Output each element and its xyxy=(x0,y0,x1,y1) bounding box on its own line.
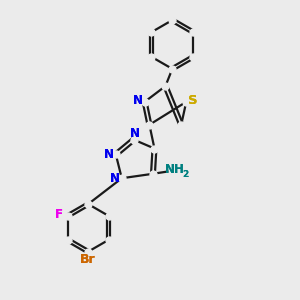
Text: Br: Br xyxy=(80,254,96,266)
Text: F: F xyxy=(55,208,63,221)
Text: NH: NH xyxy=(164,164,184,176)
Text: 2: 2 xyxy=(182,170,189,179)
Text: N: N xyxy=(130,127,140,140)
Text: N: N xyxy=(133,94,143,107)
Text: S: S xyxy=(188,94,198,107)
Text: N: N xyxy=(104,148,114,161)
Text: N: N xyxy=(110,172,120,185)
Text: N: N xyxy=(110,172,120,185)
Text: 2: 2 xyxy=(182,170,189,179)
Text: Br: Br xyxy=(80,254,96,266)
Text: S: S xyxy=(188,94,198,107)
Text: N: N xyxy=(133,94,143,107)
Text: N: N xyxy=(104,148,114,161)
Text: NH: NH xyxy=(164,164,184,176)
Text: F: F xyxy=(55,208,63,221)
Text: N: N xyxy=(130,127,140,140)
